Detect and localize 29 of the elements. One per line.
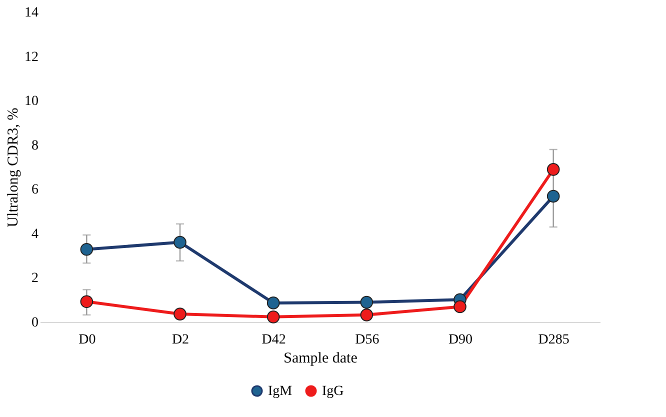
point xyxy=(80,242,94,256)
y-tick-label: 4 xyxy=(32,226,38,242)
y-tick-label: 0 xyxy=(32,316,38,330)
x-tick-label: D285 xyxy=(538,332,570,348)
x-axis-title: Sample date xyxy=(284,350,358,366)
y-tick-label: 6 xyxy=(32,182,38,198)
point xyxy=(174,308,186,320)
point xyxy=(266,310,280,324)
y-tick-label: 10 xyxy=(24,94,38,110)
point xyxy=(360,296,374,309)
point xyxy=(80,295,94,308)
point xyxy=(360,308,374,322)
point xyxy=(266,296,280,310)
legend-label: IgG xyxy=(322,384,344,399)
point xyxy=(174,236,186,249)
point xyxy=(454,300,466,314)
point xyxy=(546,190,560,203)
x-tick-label: D90 xyxy=(448,332,473,348)
y-tick-label: 2 xyxy=(32,271,38,286)
y-axis-title: Ultralong CDR3, % xyxy=(6,108,22,228)
x-tick-label: D0 xyxy=(78,332,96,348)
legend-label: IgM xyxy=(268,384,293,399)
y-tick-label: 8 xyxy=(32,138,38,154)
x-tick-label: D56 xyxy=(355,332,380,348)
point xyxy=(546,163,560,176)
y-tick-label: 12 xyxy=(24,50,38,65)
x-tick-label: D2 xyxy=(172,332,190,348)
y-tick-label: 14 xyxy=(24,6,38,20)
x-tick-label: D42 xyxy=(262,332,286,348)
